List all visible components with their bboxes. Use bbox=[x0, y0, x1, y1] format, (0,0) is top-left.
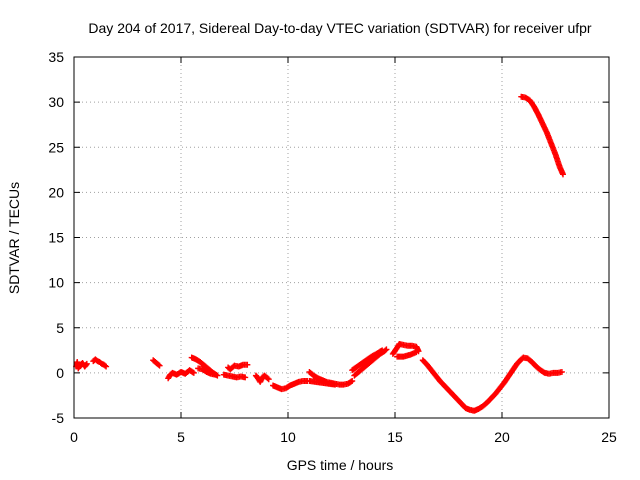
y-tick-label: 10 bbox=[48, 275, 64, 291]
data-point bbox=[83, 360, 90, 367]
data-point bbox=[190, 369, 197, 376]
x-tick-label: 25 bbox=[601, 429, 617, 445]
x-tick-label: 15 bbox=[387, 429, 403, 445]
x-tick-label: 20 bbox=[494, 429, 510, 445]
series-segment bbox=[90, 356, 110, 370]
series-segment bbox=[306, 377, 339, 388]
data-point bbox=[332, 381, 339, 388]
series-segment bbox=[73, 359, 90, 372]
x-tick-label: 5 bbox=[177, 429, 185, 445]
data-point bbox=[379, 347, 386, 354]
series-segment bbox=[150, 357, 163, 369]
y-tick-label: 35 bbox=[48, 49, 64, 65]
y-tick-label: 15 bbox=[48, 230, 64, 246]
series-segment bbox=[225, 361, 251, 373]
data-point bbox=[413, 349, 420, 356]
data-point bbox=[155, 361, 162, 368]
y-tick-label: 25 bbox=[48, 139, 64, 155]
series-segment bbox=[165, 367, 197, 382]
grid bbox=[74, 57, 609, 418]
data-point bbox=[265, 376, 272, 383]
y-tick-label: 30 bbox=[48, 94, 64, 110]
series-segment bbox=[518, 93, 566, 178]
data-point bbox=[383, 346, 390, 353]
y-tick-label: 20 bbox=[48, 184, 64, 200]
y-axis-title: SDTVAR / TECUs bbox=[6, 182, 22, 294]
series-segment bbox=[195, 365, 219, 378]
data-point bbox=[558, 368, 565, 375]
series-segment bbox=[394, 349, 420, 360]
y-tick-label: -5 bbox=[52, 410, 65, 426]
data-point bbox=[212, 371, 219, 378]
chart-title: Day 204 of 2017, Sidereal Day-to-day VTE… bbox=[88, 20, 592, 36]
series-segment bbox=[220, 371, 249, 381]
data-point bbox=[156, 362, 163, 369]
data-point bbox=[559, 171, 566, 178]
data-point bbox=[264, 375, 271, 382]
data-point bbox=[83, 361, 90, 368]
data-point bbox=[102, 362, 109, 369]
data-point bbox=[103, 363, 110, 370]
y-tick-label: 0 bbox=[56, 365, 64, 381]
y-tick-label: 5 bbox=[56, 320, 64, 336]
data-point bbox=[349, 377, 356, 384]
data-point bbox=[244, 361, 251, 368]
x-tick-label: 10 bbox=[280, 429, 296, 445]
series-segment bbox=[349, 347, 386, 374]
series-segment bbox=[270, 377, 311, 393]
data-point bbox=[242, 374, 249, 381]
series-segment bbox=[419, 354, 565, 414]
data-series bbox=[73, 93, 566, 414]
axis-ticks: 0 5 10 15 20 25 -5 0 5 10 15 20 25 30 35 bbox=[48, 49, 617, 445]
x-axis-title: GPS time / hours bbox=[287, 457, 394, 473]
x-tick-label: 0 bbox=[70, 429, 78, 445]
series-segment bbox=[252, 372, 272, 385]
